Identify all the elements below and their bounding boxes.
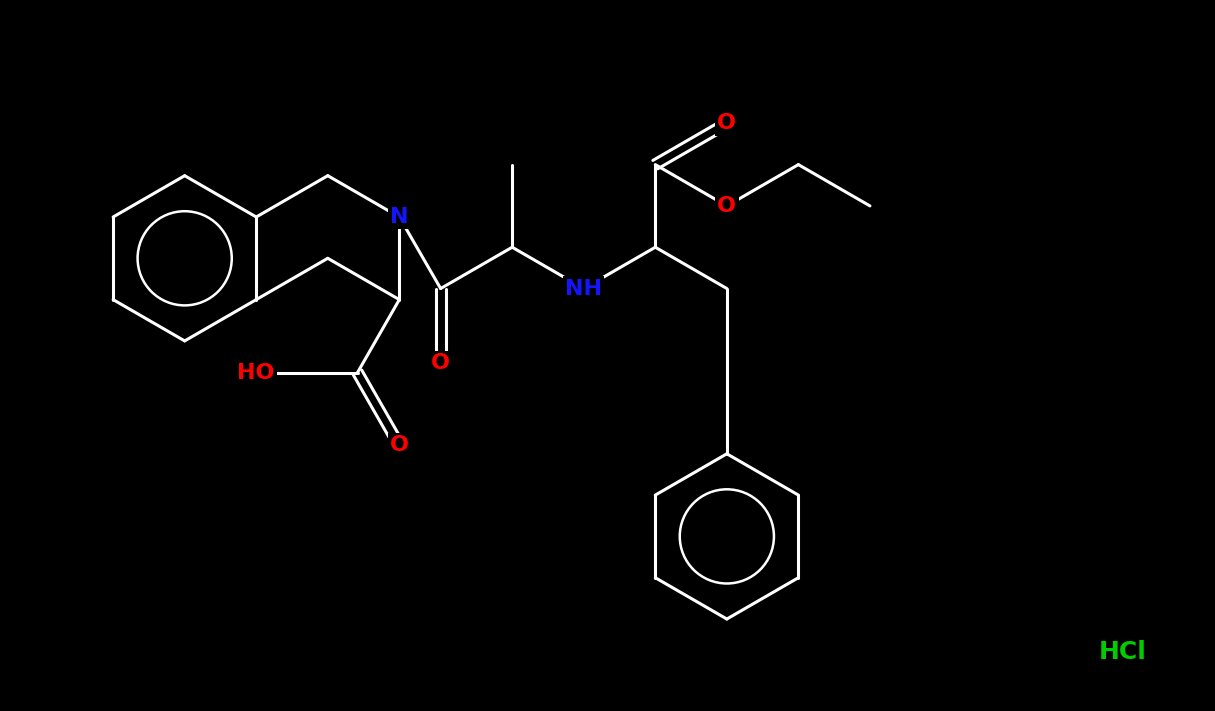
Text: O: O bbox=[431, 353, 450, 373]
Text: HO: HO bbox=[237, 363, 275, 383]
Text: N: N bbox=[390, 207, 408, 227]
Text: O: O bbox=[390, 435, 408, 456]
Text: O: O bbox=[717, 196, 736, 216]
Text: NH: NH bbox=[565, 279, 603, 299]
Text: HCl: HCl bbox=[1098, 640, 1146, 664]
Text: O: O bbox=[717, 113, 736, 133]
